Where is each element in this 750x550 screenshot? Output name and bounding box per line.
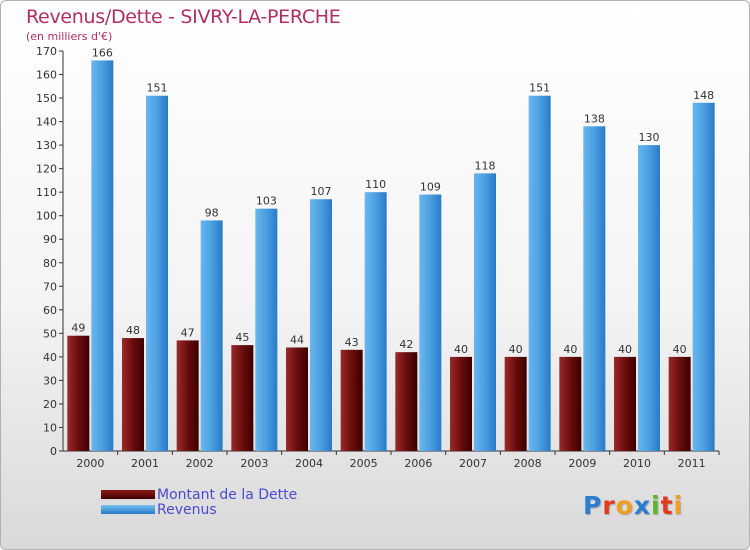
y-tick-label: 110 [36, 186, 57, 199]
logo-letter: P [583, 491, 603, 520]
proxiti-logo: Proxiti [583, 491, 683, 520]
legend-item-dette: Montant de la Dette [101, 486, 298, 503]
bar-revenus [146, 95, 168, 452]
data-label-revenus: 107 [311, 185, 332, 198]
legend: Montant de la Dette Revenus [101, 486, 298, 518]
data-label-revenus: 98 [205, 206, 219, 219]
data-label-dette: 45 [235, 331, 249, 344]
data-label-dette: 40 [454, 343, 468, 356]
bar-revenus [200, 220, 223, 451]
bar-revenus [91, 60, 114, 451]
bar-revenus [692, 102, 715, 451]
y-tick-label: 60 [43, 304, 57, 317]
data-label-dette: 47 [181, 326, 195, 339]
y-tick-label: 130 [36, 139, 57, 152]
y-tick-label: 100 [36, 210, 57, 223]
y-tick-label: 170 [36, 45, 57, 58]
x-tick-label: 2011 [678, 457, 706, 470]
bar-revenus [255, 208, 278, 451]
bar-dette [176, 340, 199, 451]
x-tick-label: 2006 [404, 457, 432, 470]
logo-letter: i [651, 491, 661, 520]
legend-item-revenus: Revenus [101, 501, 297, 518]
data-label-revenus: 130 [639, 131, 660, 144]
legend-label-dette: Montant de la Dette [157, 486, 298, 503]
data-label-revenus: 118 [475, 159, 496, 172]
bar-dette [614, 356, 636, 451]
bar-revenus [528, 95, 551, 452]
data-label-revenus: 109 [420, 181, 441, 194]
y-tick-label: 160 [36, 69, 57, 82]
bar-dette [231, 345, 254, 451]
logo-letter: t [660, 491, 674, 520]
y-tick-label: 40 [43, 351, 57, 364]
x-tick-label: 2001 [131, 457, 159, 470]
bar-dette [559, 356, 582, 451]
bar-dette [504, 356, 527, 451]
data-label-revenus: 166 [92, 46, 113, 59]
data-label-dette: 48 [126, 324, 140, 337]
logo-letter: o [615, 491, 634, 520]
logo-letter: x [633, 491, 651, 520]
data-label-dette: 49 [71, 322, 85, 335]
y-tick-label: 120 [36, 163, 57, 176]
logo-letter: i [673, 491, 684, 520]
bar-dette [67, 335, 90, 451]
data-label-revenus: 148 [693, 89, 714, 102]
bar-dette [395, 352, 418, 451]
legend-label-revenus: Revenus [157, 501, 217, 518]
y-tick-label: 0 [50, 445, 57, 458]
data-label-dette: 42 [399, 338, 413, 351]
bar-dette [340, 349, 363, 451]
y-tick-label: 150 [36, 92, 57, 105]
x-tick-label: 2004 [295, 457, 323, 470]
x-tick-label: 2010 [623, 457, 651, 470]
y-tick-label: 90 [43, 233, 57, 246]
bar-dette [122, 338, 144, 451]
bar-revenus [583, 126, 606, 451]
x-tick-label: 2003 [240, 457, 268, 470]
x-tick-label: 2000 [76, 457, 104, 470]
data-label-dette: 44 [290, 333, 304, 346]
bar-revenus [474, 173, 496, 451]
bar-revenus [364, 192, 387, 452]
bar-revenus [310, 199, 332, 451]
x-tick-label: 2005 [350, 457, 378, 470]
y-tick-label: 140 [36, 116, 57, 129]
x-tick-label: 2008 [514, 457, 542, 470]
y-tick-label: 20 [43, 398, 57, 411]
y-tick-label: 80 [43, 257, 57, 270]
y-tick-label: 70 [43, 280, 57, 293]
data-label-dette: 40 [509, 343, 523, 356]
data-label-dette: 43 [345, 336, 359, 349]
chart-title: Revenus/Dette - SIVRY-LA-PERCHE [26, 6, 341, 28]
x-tick-label: 2007 [459, 457, 487, 470]
x-tick-label: 2002 [186, 457, 214, 470]
y-tick-label: 50 [43, 327, 57, 340]
y-tick-label: 10 [43, 421, 57, 434]
data-label-revenus: 151 [147, 82, 168, 95]
bar-dette [668, 356, 691, 451]
legend-swatch-revenus [101, 505, 155, 514]
data-label-revenus: 151 [529, 82, 550, 95]
bar-dette [450, 356, 472, 451]
x-tick-label: 2009 [568, 457, 596, 470]
chart-subtitle: (en milliers d'€) [26, 30, 113, 43]
legend-swatch-dette [101, 490, 155, 499]
bar-dette [286, 347, 308, 451]
data-label-dette: 40 [673, 343, 687, 356]
data-label-revenus: 103 [256, 195, 277, 208]
bar-revenus [419, 194, 442, 451]
bar-revenus [638, 145, 660, 451]
data-label-dette: 40 [618, 343, 632, 356]
y-tick-label: 30 [43, 374, 57, 387]
logo-letter: r [602, 491, 616, 520]
data-label-revenus: 110 [365, 178, 386, 191]
data-label-dette: 40 [563, 343, 577, 356]
data-label-revenus: 138 [584, 112, 605, 125]
